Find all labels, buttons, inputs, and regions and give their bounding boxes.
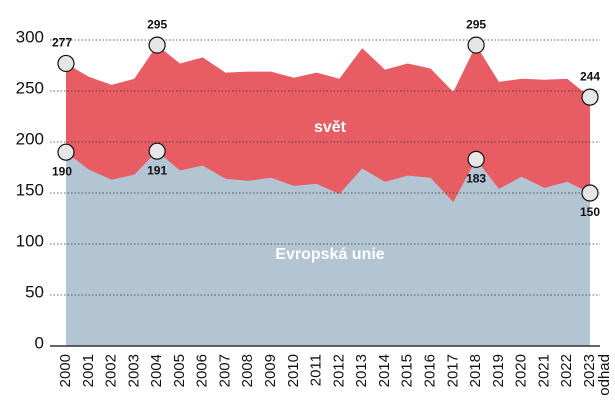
x-tick-label: 2016: [421, 354, 438, 387]
x-tick-label: 2013: [353, 354, 370, 387]
x-tick-label: 2019: [490, 354, 507, 387]
series-label: svět: [314, 119, 347, 136]
x-tick-label: 2023: [581, 354, 598, 387]
x-tick-label: 2006: [194, 354, 211, 387]
point-marker: [57, 54, 75, 73]
y-tick-label: 0: [35, 333, 44, 352]
x-tick-label: 2008: [239, 354, 256, 387]
x-tick-label: 2001: [80, 354, 97, 387]
y-tick-label: 50: [25, 282, 44, 301]
data-label: 277: [52, 36, 72, 50]
x-tick-label: 2021: [535, 354, 552, 387]
x-tick-label: 2005: [171, 354, 188, 387]
data-label: 190: [52, 164, 72, 178]
x-tick-label: 2015: [399, 354, 416, 387]
y-tick-label: 250: [16, 78, 44, 97]
x-tick-note: odhad: [596, 354, 613, 396]
x-tick-label: 2020: [513, 354, 530, 387]
point-marker: [467, 150, 485, 168]
x-tick-label: 2017: [444, 354, 461, 387]
point-marker: [581, 88, 599, 106]
data-label: 191: [147, 163, 167, 177]
data-label: 295: [147, 17, 167, 31]
x-tick-label: 2011: [308, 354, 325, 386]
y-tick-label: 100: [16, 231, 44, 250]
data-label: 244: [580, 69, 600, 83]
x-tick-label: 2000: [57, 354, 74, 387]
data-label: 150: [580, 205, 600, 219]
x-tick-label: 2007: [216, 354, 233, 387]
point-marker: [57, 143, 75, 161]
x-tick-label: 2004: [148, 354, 165, 387]
x-tick-label: 2010: [285, 354, 302, 387]
x-tick-label: 2018: [467, 354, 484, 387]
y-tick-label: 300: [16, 27, 44, 46]
point-marker: [467, 36, 485, 54]
x-tick-label: 2002: [103, 354, 120, 387]
x-tick-label: 2022: [558, 354, 575, 387]
area: [66, 151, 590, 346]
point-marker: [148, 142, 166, 160]
series-label: Evropská unie: [275, 246, 384, 263]
data-label: 183: [466, 172, 486, 186]
x-tick-label: 2014: [376, 354, 393, 387]
point-marker: [148, 36, 166, 54]
x-tick-label: 2012: [330, 354, 347, 387]
point-marker: [581, 184, 599, 202]
x-tick-label: 2009: [262, 354, 279, 387]
y-tick-label: 150: [16, 180, 44, 199]
data-label: 295: [466, 17, 486, 31]
x-tick-label: 2003: [125, 354, 142, 387]
y-tick-label: 200: [16, 129, 44, 148]
